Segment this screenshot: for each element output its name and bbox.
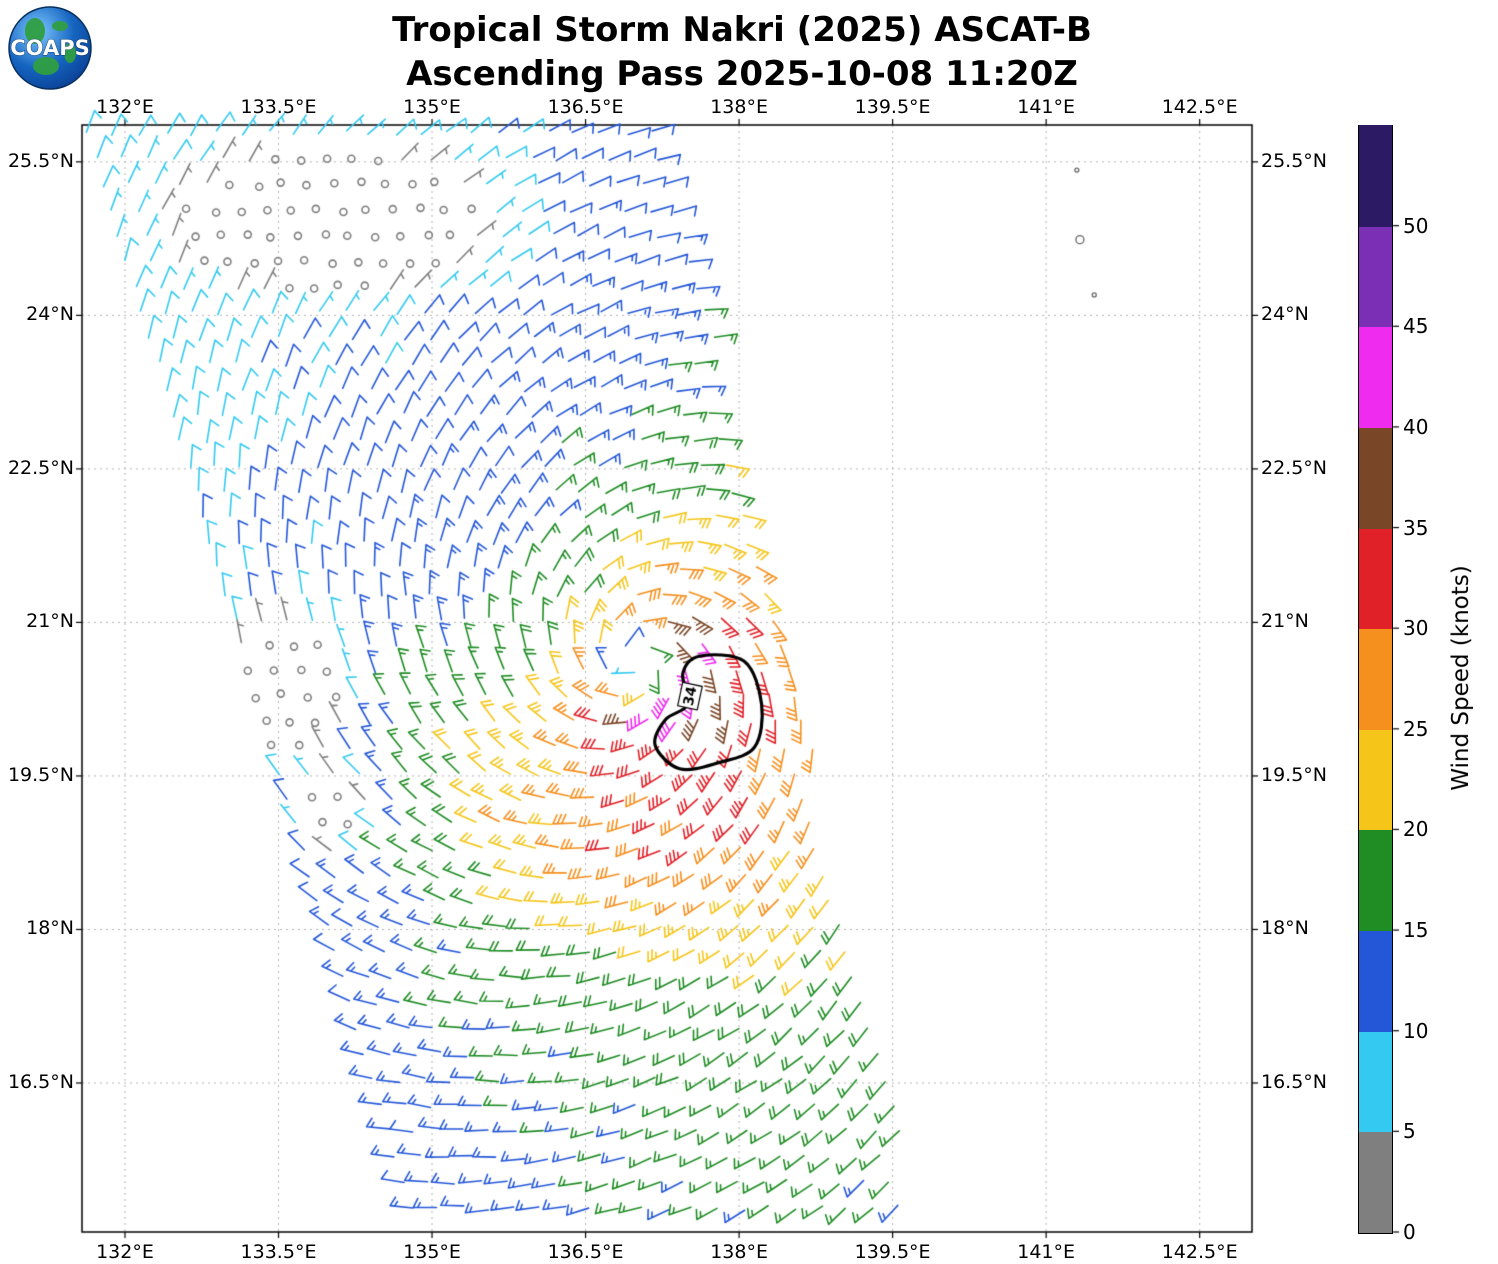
coaps-logo: COAPS: [8, 6, 92, 90]
lon-tick-label-bottom: 139.5°E: [854, 1241, 931, 1263]
lat-tick-label-right: 24°N: [1261, 303, 1309, 326]
colorbar-segment-25-30: [1359, 628, 1392, 730]
colorbar-segment-15-20: [1359, 829, 1392, 932]
colorbar-tick-label: 40: [1403, 414, 1429, 439]
colorbar-tick-label: 20: [1403, 817, 1429, 842]
lon-tick-label-top: 132°E: [96, 96, 154, 118]
lon-tick-label-top: 141°E: [1017, 96, 1076, 118]
lon-tick-label-top: 138°E: [710, 96, 768, 118]
colorbar-tick-label: 35: [1403, 515, 1429, 540]
lon-tick-label-bottom: 142.5°E: [1161, 1241, 1238, 1263]
colorbar-tick-label: 10: [1403, 1018, 1429, 1043]
colorbar-segment-30-35: [1359, 527, 1392, 630]
colorbar-segment-40-45: [1359, 326, 1392, 428]
colorbar-tick-label: 5: [1403, 1119, 1416, 1144]
lon-tick-label-top: 133.5°E: [240, 96, 317, 118]
lat-tick-label-left: 16.5°N: [7, 1070, 74, 1093]
lon-tick-label-bottom: 132°E: [96, 1241, 154, 1263]
lon-tick-label-bottom: 133.5°E: [240, 1241, 317, 1263]
colorbar-segment-5-10: [1359, 1031, 1392, 1133]
lat-tick-label-right: 19.5°N: [1261, 763, 1328, 786]
lon-tick-label-bottom: 138°E: [710, 1241, 768, 1263]
colorbar-segment-0-5: [1359, 1131, 1392, 1233]
coaps-logo-text: COAPS: [10, 36, 89, 60]
colorbar-segment-10-15: [1359, 930, 1392, 1032]
lon-tick-label-top: 139.5°E: [854, 96, 931, 118]
lat-tick-label-right: 16.5°N: [1261, 1070, 1328, 1093]
colorbar-tick-label: 25: [1403, 716, 1429, 741]
lat-tick-label-left: 18°N: [26, 917, 74, 940]
lat-tick-label-left: 22.5°N: [7, 456, 74, 479]
lon-tick-label-top: 135°E: [403, 96, 461, 118]
lon-tick-label-bottom: 135°E: [403, 1241, 461, 1263]
lat-tick-label-left: 19.5°N: [7, 763, 74, 786]
colorbar-segment-45-50: [1359, 226, 1392, 328]
lon-tick-label-bottom: 141°E: [1017, 1241, 1076, 1263]
lon-tick-label-bottom: 136.5°E: [547, 1241, 624, 1263]
colorbar-tick-label: 30: [1403, 616, 1429, 641]
colorbar-segment-50-55: [1359, 125, 1392, 227]
colorbar-tick-label: 15: [1403, 918, 1429, 943]
colorbar-tick-label: 0: [1403, 1220, 1416, 1244]
lat-tick-label-right: 22.5°N: [1261, 456, 1328, 479]
lat-tick-label-left: 25.5°N: [7, 149, 74, 172]
colorbar-label: Wind Speed (knots): [1448, 565, 1474, 791]
lat-tick-label-right: 21°N: [1261, 610, 1309, 633]
colorbar-segment-35-40: [1359, 427, 1392, 529]
lon-tick-label-top: 142.5°E: [1161, 96, 1238, 118]
colorbar-tick-label: 50: [1403, 213, 1429, 238]
lat-tick-label-right: 18°N: [1261, 917, 1309, 940]
lon-tick-label-top: 136.5°E: [547, 96, 624, 118]
lat-tick-label-left: 21°N: [26, 610, 74, 633]
lat-tick-label-left: 24°N: [26, 303, 74, 326]
colorbar: [1358, 125, 1393, 1234]
colorbar-tick-label: 45: [1403, 314, 1429, 339]
lat-tick-label-right: 25.5°N: [1261, 149, 1328, 172]
colorbar-segment-20-25: [1359, 729, 1392, 831]
